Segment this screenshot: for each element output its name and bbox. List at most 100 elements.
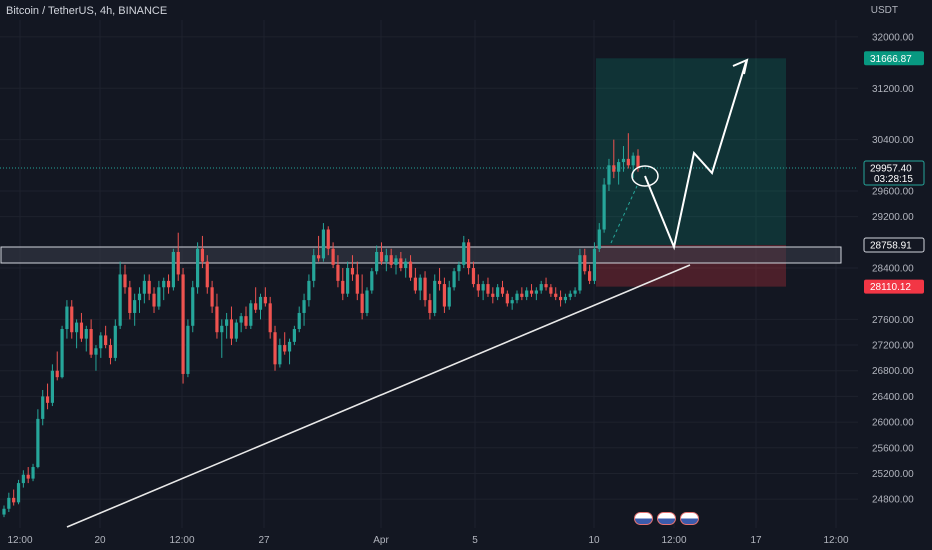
candle[interactable] [12,497,16,503]
candle[interactable] [171,251,175,288]
highlight-circle[interactable] [631,165,659,187]
support-zone[interactable] [0,246,842,264]
candle[interactable] [486,284,490,294]
candle[interactable] [534,290,538,294]
candle[interactable] [297,312,301,330]
candle[interactable] [137,293,142,301]
candle[interactable] [128,287,132,313]
candle[interactable] [404,261,408,269]
candle[interactable] [16,483,21,503]
candle[interactable] [379,251,384,262]
candle[interactable] [7,497,11,509]
candle[interactable] [205,261,209,288]
candle[interactable] [229,319,234,339]
flag-icon[interactable] [680,512,699,525]
candle[interactable] [50,370,54,403]
candle[interactable] [467,242,471,269]
candle[interactable] [428,300,432,313]
candle[interactable] [462,242,466,265]
candle[interactable] [350,268,355,275]
candle[interactable] [152,293,156,307]
candle[interactable] [244,316,248,326]
candle[interactable] [592,248,597,281]
candle[interactable] [365,290,369,313]
candle[interactable] [529,290,534,294]
candle[interactable] [612,165,616,172]
candle[interactable] [147,280,151,294]
candle[interactable] [355,274,359,294]
candle[interactable] [162,280,166,288]
candle[interactable] [447,287,451,307]
flag-icon[interactable] [657,512,676,525]
candle[interactable] [341,280,345,294]
candle[interactable] [307,280,311,301]
candle[interactable] [302,300,306,313]
candle[interactable] [60,329,64,378]
candle[interactable] [234,322,238,339]
candle[interactable] [549,287,553,294]
candle[interactable] [573,290,577,294]
candle[interactable] [225,319,229,326]
candle[interactable] [346,268,350,294]
candle[interactable] [287,341,292,352]
candle[interactable] [408,261,413,278]
candle[interactable] [26,474,30,479]
candle[interactable] [89,329,93,355]
flag-icon[interactable] [634,512,653,525]
candle[interactable] [336,264,340,281]
candle[interactable] [263,296,267,304]
candle[interactable] [316,255,321,259]
candle[interactable] [491,293,495,297]
candle[interactable] [45,396,50,403]
candle[interactable] [278,345,282,365]
candle[interactable] [636,155,640,169]
candle[interactable] [442,284,447,307]
candle[interactable] [457,264,461,272]
candle[interactable] [268,303,272,333]
candle[interactable] [423,277,427,301]
candle[interactable] [389,255,393,265]
candle[interactable] [283,345,287,352]
candle[interactable] [452,271,456,288]
candle[interactable] [239,316,243,323]
candle[interactable] [292,329,296,342]
candle[interactable] [321,229,326,259]
candle[interactable] [578,255,582,291]
candle[interactable] [544,284,548,288]
candle[interactable] [631,155,635,166]
candle[interactable] [505,293,509,304]
candle[interactable] [360,293,364,313]
candle[interactable] [254,303,258,310]
candle[interactable] [326,229,330,249]
candle[interactable] [200,248,205,262]
candle[interactable] [258,296,263,310]
candle[interactable] [133,300,137,313]
candle[interactable] [249,303,253,326]
candle[interactable] [118,274,122,326]
candle[interactable] [186,325,190,374]
candle[interactable] [2,508,6,515]
candle[interactable] [384,255,388,262]
candle[interactable] [433,280,437,313]
candle[interactable] [496,287,500,297]
candle[interactable] [181,274,185,374]
candle[interactable] [176,251,180,275]
candle[interactable] [123,274,127,288]
candle[interactable] [525,290,529,297]
candle[interactable] [70,306,74,333]
profit-zone[interactable] [596,58,786,245]
candle[interactable] [55,370,59,378]
candle[interactable] [273,332,277,365]
candle[interactable] [515,293,519,301]
candle[interactable] [79,322,84,339]
candle[interactable] [621,158,626,163]
candle[interactable] [481,284,485,291]
candle[interactable] [607,165,611,185]
candle[interactable] [191,287,195,326]
candle[interactable] [588,271,592,281]
candle[interactable] [597,229,601,249]
candle[interactable] [104,335,108,346]
candle[interactable] [220,325,224,333]
candle[interactable] [563,296,568,301]
candle[interactable] [539,284,543,291]
